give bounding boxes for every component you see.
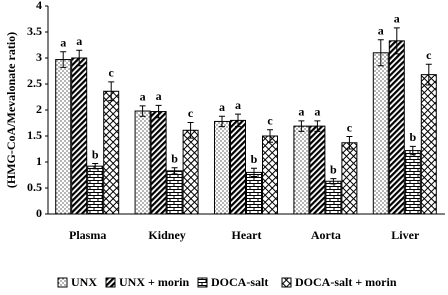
legend-swatch bbox=[197, 277, 208, 288]
bar bbox=[103, 90, 120, 215]
significance-letter: c bbox=[347, 120, 353, 134]
error-bar bbox=[409, 145, 416, 156]
legend-label: UNX + morin bbox=[119, 275, 189, 289]
bar bbox=[214, 120, 230, 215]
error-bar bbox=[346, 136, 353, 150]
error-bar bbox=[314, 120, 321, 132]
significance-letter: a bbox=[140, 90, 146, 104]
y-axis-label: (HMG-CoA/Mevalonate ratio) bbox=[4, 32, 18, 188]
error-bar bbox=[219, 115, 225, 128]
y-tick-label: 2.5 bbox=[27, 76, 42, 90]
significance-letter: c bbox=[188, 106, 194, 120]
bar bbox=[420, 74, 437, 215]
significance-letter: a bbox=[298, 105, 304, 119]
significance-letter: b bbox=[409, 130, 416, 144]
error-bar bbox=[155, 104, 162, 119]
significance-letter: c bbox=[267, 114, 273, 128]
y-tick-label: 4 bbox=[36, 0, 42, 12]
y-tick-label: 3 bbox=[36, 50, 42, 64]
significance-letter: c bbox=[426, 48, 432, 62]
significance-letter: a bbox=[219, 100, 225, 114]
error-bar bbox=[108, 81, 115, 102]
significance-letter: b bbox=[330, 162, 337, 176]
x-tick-label: Plasma bbox=[69, 228, 106, 242]
error-bar bbox=[235, 113, 241, 128]
y-tick-label: 0.5 bbox=[27, 180, 42, 194]
x-tick-label: Liver bbox=[391, 228, 420, 242]
error-bar bbox=[92, 163, 99, 170]
significance-letter: a bbox=[314, 105, 320, 119]
bar bbox=[404, 150, 421, 215]
significance-letter: a bbox=[76, 34, 82, 48]
bar bbox=[87, 165, 104, 215]
legend-swatch bbox=[105, 277, 116, 288]
bar bbox=[325, 180, 342, 215]
legend-swatch bbox=[57, 277, 68, 288]
error-bar bbox=[139, 105, 146, 117]
significance-letter: a bbox=[235, 98, 241, 112]
significance-letter: c bbox=[109, 66, 115, 80]
error-bar bbox=[298, 120, 305, 132]
bar bbox=[150, 111, 167, 215]
significance-letter: a bbox=[378, 24, 384, 38]
error-bar bbox=[267, 129, 273, 143]
y-tick-label: 2 bbox=[36, 102, 42, 116]
bar bbox=[341, 142, 358, 215]
bar bbox=[55, 59, 72, 215]
error-bar bbox=[393, 27, 400, 55]
legend-label: DOCA-salt bbox=[211, 275, 268, 289]
error-bar bbox=[76, 49, 83, 67]
bar bbox=[293, 125, 310, 215]
bar bbox=[262, 135, 278, 215]
error-bar bbox=[330, 178, 337, 185]
error-bar bbox=[377, 39, 384, 67]
significance-letter: a bbox=[156, 89, 162, 103]
bar bbox=[372, 52, 389, 215]
y-tick-label: 1 bbox=[36, 154, 42, 168]
bar bbox=[71, 57, 88, 215]
legend-label: UNX bbox=[71, 275, 97, 289]
x-tick-label: Aorta bbox=[311, 228, 341, 242]
error-bar bbox=[60, 51, 67, 68]
bar bbox=[309, 125, 326, 215]
bar bbox=[182, 129, 199, 215]
significance-letter: b bbox=[251, 152, 258, 166]
significance-letter: a bbox=[394, 12, 400, 26]
y-tick-label: 3.5 bbox=[27, 24, 42, 38]
error-bar bbox=[171, 167, 178, 175]
error-bar bbox=[187, 121, 194, 139]
y-tick-label: 1.5 bbox=[27, 128, 42, 142]
bar bbox=[388, 40, 405, 215]
significance-letter: b bbox=[171, 151, 178, 165]
x-tick-label: Heart bbox=[232, 228, 262, 242]
significance-letter: a bbox=[60, 36, 66, 50]
legend-label: DOCA-salt + morin bbox=[295, 275, 397, 289]
significance-letter: b bbox=[92, 147, 99, 161]
y-tick-label: 0 bbox=[36, 206, 42, 220]
bar bbox=[230, 119, 246, 215]
error-bar bbox=[251, 167, 257, 178]
legend-swatch bbox=[281, 277, 292, 288]
x-tick-label: Kidney bbox=[148, 228, 185, 242]
bar bbox=[246, 171, 262, 215]
bar bbox=[166, 170, 183, 215]
error-bar bbox=[425, 63, 432, 86]
bar bbox=[134, 110, 151, 215]
